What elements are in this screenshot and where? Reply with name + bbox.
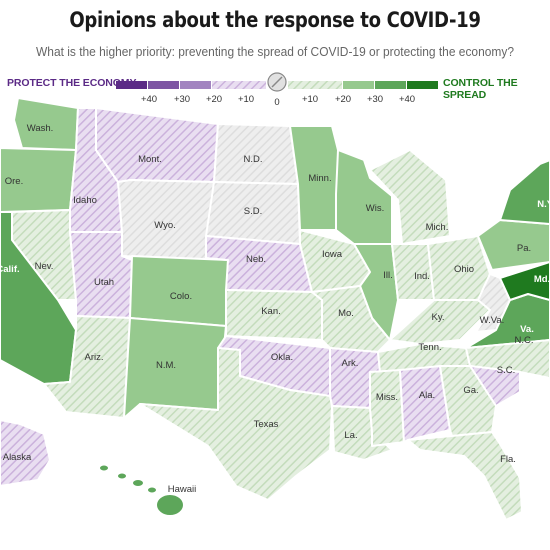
state-texas xyxy=(139,347,333,501)
legend-swatch-economy-10 xyxy=(212,81,266,89)
state-label: W.Va. xyxy=(480,315,505,326)
state-north-carolina xyxy=(465,339,550,379)
state-label: Idaho xyxy=(73,195,97,206)
legend-swatch-spread-40 xyxy=(407,81,438,89)
legend-swatch-economy-30 xyxy=(148,81,179,89)
state-utah xyxy=(69,231,133,319)
state-alabama xyxy=(399,365,451,443)
state-label: Mont. xyxy=(138,154,162,165)
legend-swatch-spread-30 xyxy=(375,81,406,89)
state-label: Minn. xyxy=(308,173,331,184)
state-label: Okla. xyxy=(271,352,293,363)
state-label: Wyo. xyxy=(154,220,176,231)
legend-swatch-spread-20 xyxy=(343,81,374,89)
state-label: Ariz. xyxy=(85,352,104,363)
map-subtitle: What is the higher priority: preventing … xyxy=(36,44,514,59)
legend-swatch-economy-40 xyxy=(116,81,147,89)
state-label: Ind. xyxy=(414,271,430,282)
state-label: Iowa xyxy=(322,249,343,260)
state-new-york xyxy=(499,159,550,225)
legend-neutral-slash xyxy=(271,76,283,88)
state-label: Tenn. xyxy=(418,342,441,353)
state-hawaii-islands xyxy=(98,463,185,517)
state-alaska xyxy=(0,419,51,487)
state-label: Neb. xyxy=(246,254,266,265)
state-label: Hawaii xyxy=(168,484,197,495)
state-florida xyxy=(407,431,523,521)
state-label: Ala. xyxy=(419,390,435,401)
state-label: Fla. xyxy=(500,454,516,465)
state-label: Ill. xyxy=(383,270,393,281)
map-title: Opinions about the response to COVID-19 xyxy=(69,8,481,32)
state-hawaii xyxy=(155,493,185,517)
legend-tick: +40 xyxy=(399,94,415,105)
legend-tick: +30 xyxy=(367,94,383,105)
legend-scale: +40 +30 +20 +10 0 +10 +20 +30 +40 xyxy=(116,72,438,108)
legend-tick: 0 xyxy=(274,97,279,108)
state-label: Alaska xyxy=(3,452,32,463)
state-label: Mo. xyxy=(338,308,354,319)
state-label: Wash. xyxy=(27,123,54,134)
state-label: Kan. xyxy=(261,306,281,317)
state-label: Pa. xyxy=(517,243,531,254)
legend-label-protect-economy: PROTECT THE ECONOMY xyxy=(7,77,137,89)
state-hawaii xyxy=(146,485,158,495)
state-label: Va. xyxy=(520,324,534,335)
state-label: Colo. xyxy=(170,291,192,302)
state-montana xyxy=(95,107,219,183)
state-label: S.D. xyxy=(244,206,262,217)
state-label: N.D. xyxy=(244,154,263,165)
state-label: La. xyxy=(344,430,357,441)
state-hawaii xyxy=(116,471,128,481)
state-mississippi xyxy=(369,369,405,447)
state-shapes xyxy=(0,97,550,521)
legend-swatch-spread-10 xyxy=(288,81,342,89)
state-label: Utah xyxy=(94,277,114,288)
legend-tick: +20 xyxy=(335,94,351,105)
state-hawaii xyxy=(131,478,145,488)
legend-tick: +20 xyxy=(206,94,222,105)
legend-label-control-spread: CONTROL THE SPREAD xyxy=(443,77,518,101)
state-label: N.C. xyxy=(515,335,534,346)
state-label: Nev. xyxy=(35,261,54,272)
state-label: Wis. xyxy=(366,203,384,214)
state-pennsylvania xyxy=(477,219,550,271)
state-label: Ky. xyxy=(431,312,444,323)
legend-tick: +10 xyxy=(238,94,254,105)
state-label: Miss. xyxy=(376,392,398,403)
state-label: S.C. xyxy=(497,365,515,376)
state-label: N.Y. xyxy=(537,199,550,210)
legend-tick: +30 xyxy=(174,94,190,105)
legend-swatch-economy-20 xyxy=(180,81,211,89)
state-label: N.M. xyxy=(156,360,176,371)
state-hawaii xyxy=(98,463,110,473)
state-label: Calif. xyxy=(0,264,20,275)
state-label: Mich. xyxy=(426,222,449,233)
state-labels: Wash. Ore. Idaho Mont. Wyo. N.D. S.D. Mi… xyxy=(0,123,550,495)
state-label: Ore. xyxy=(5,176,23,187)
state-label: Ga. xyxy=(463,385,478,396)
legend-tick: +10 xyxy=(302,94,318,105)
state-label: Md. xyxy=(534,274,550,285)
legend-tick: +40 xyxy=(141,94,157,105)
state-label: Ark. xyxy=(342,358,359,369)
state-label: Ohio xyxy=(454,264,474,275)
state-maryland xyxy=(499,261,550,301)
state-label: Texas xyxy=(254,419,279,430)
state-michigan xyxy=(369,149,451,245)
